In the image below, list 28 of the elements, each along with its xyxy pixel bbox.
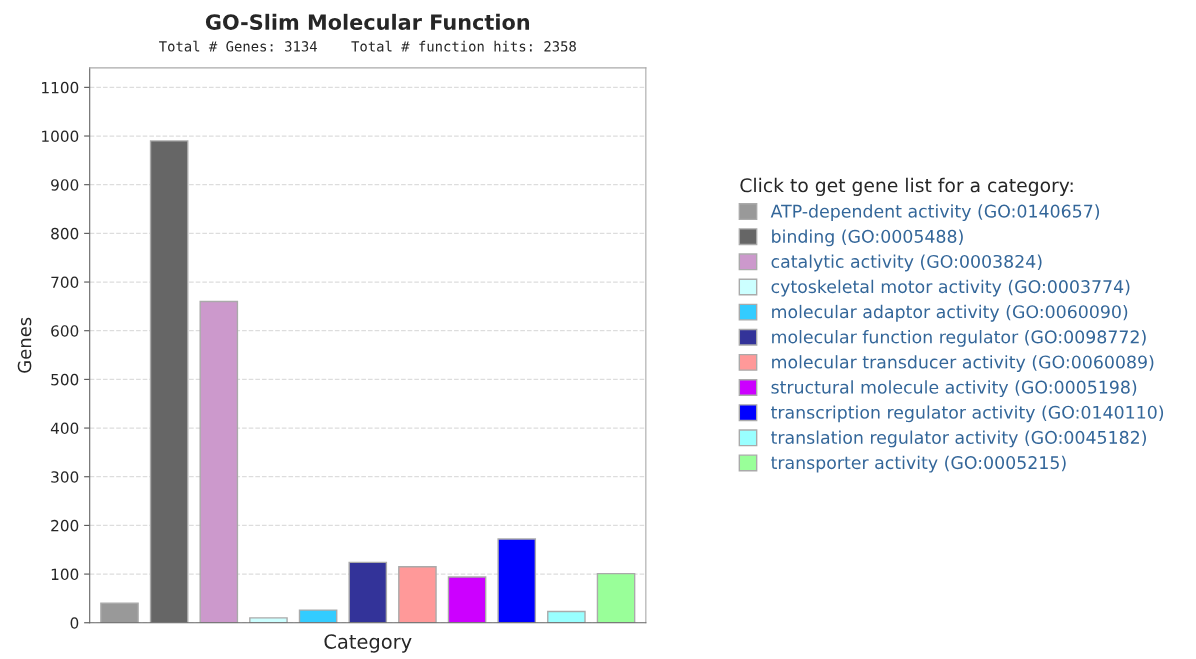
- legend-label: ATP-dependent activity (GO:0140657): [770, 204, 1100, 222]
- legend-title: Click to get gene list for a category:: [740, 177, 1073, 196]
- y-tick-label: 600: [51, 325, 79, 337]
- y-tick-label: 0: [70, 617, 79, 629]
- legend-label: structural molecule activity (GO:0005198): [771, 380, 1137, 398]
- y-axis-title: Genes: [17, 317, 32, 373]
- legend-label: molecular adaptor activity (GO:0060090): [772, 304, 1128, 322]
- y-tick-label: 900: [51, 179, 79, 191]
- legend-label: binding (GO:0005488): [772, 229, 963, 247]
- legend-label: transcription regulator activity (GO:0140110): [771, 405, 1164, 423]
- legend-label: molecular transducer activity (GO:0060089): [772, 355, 1154, 372]
- y-tick-label: 1000: [42, 130, 79, 143]
- legend-label: transporter activity (GO:0005215): [771, 455, 1066, 473]
- legend-label: cytoskeletal motor activity (GO:0003774): [771, 279, 1130, 297]
- legend-label: molecular function regulator (GO:0098772): [772, 330, 1146, 347]
- chart-title: GO-Slim Molecular Function: [205, 13, 530, 30]
- y-tick-label: 700: [51, 276, 79, 289]
- y-tick-label: 400: [50, 422, 79, 435]
- legend-label: translation regulator activity (GO:0045182): [771, 430, 1146, 448]
- y-tick-label: 800: [51, 227, 79, 240]
- chart-subtitle: Total # Genes: 3134 Total # function hits: 2358: [159, 40, 576, 52]
- y-tick-label: 1100: [42, 81, 79, 94]
- y-tick-label: 500: [51, 373, 79, 386]
- y-tick-label: 200: [51, 519, 79, 532]
- x-axis-title: Category: [324, 634, 412, 653]
- y-tick-label: 300: [51, 471, 79, 483]
- y-tick-label: 100: [51, 568, 79, 581]
- legend-label: catalytic activity (GO:0003824): [771, 254, 1042, 272]
